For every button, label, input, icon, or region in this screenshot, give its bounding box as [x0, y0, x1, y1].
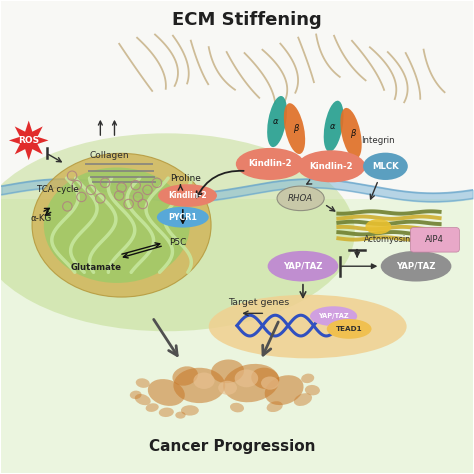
Text: Cancer Progression: Cancer Progression	[149, 439, 316, 454]
Text: RHOA: RHOA	[288, 194, 313, 203]
Ellipse shape	[32, 154, 211, 297]
Polygon shape	[9, 120, 48, 160]
Ellipse shape	[363, 153, 408, 180]
Ellipse shape	[135, 394, 151, 405]
Ellipse shape	[301, 374, 314, 383]
Ellipse shape	[175, 411, 186, 419]
Text: Proline: Proline	[170, 173, 201, 182]
Text: TEAD1: TEAD1	[336, 326, 363, 332]
Ellipse shape	[310, 306, 357, 326]
Polygon shape	[1, 0, 473, 199]
Ellipse shape	[365, 219, 392, 234]
Ellipse shape	[264, 375, 303, 405]
Ellipse shape	[340, 108, 362, 159]
Text: Actomyosin: Actomyosin	[364, 235, 411, 244]
Ellipse shape	[294, 393, 312, 406]
Ellipse shape	[277, 186, 324, 210]
Ellipse shape	[209, 295, 407, 358]
Ellipse shape	[130, 391, 142, 399]
Ellipse shape	[235, 369, 258, 387]
Text: ROS: ROS	[18, 136, 39, 145]
Text: Kindlin-2: Kindlin-2	[248, 159, 292, 168]
Text: Kindlin-2: Kindlin-2	[168, 191, 207, 200]
Ellipse shape	[381, 251, 451, 282]
Ellipse shape	[230, 403, 244, 412]
Text: TCA cycle: TCA cycle	[37, 185, 79, 194]
Text: β: β	[350, 129, 355, 138]
Ellipse shape	[297, 150, 365, 182]
Ellipse shape	[305, 385, 320, 395]
Text: AIP4: AIP4	[425, 235, 445, 244]
Ellipse shape	[267, 96, 287, 147]
Ellipse shape	[236, 148, 304, 180]
Text: Target genes: Target genes	[228, 299, 289, 308]
Text: YAP/TAZ: YAP/TAZ	[396, 262, 436, 271]
Text: MLCK: MLCK	[372, 162, 399, 171]
Ellipse shape	[136, 378, 150, 388]
Polygon shape	[1, 199, 473, 473]
Ellipse shape	[261, 376, 279, 390]
Ellipse shape	[148, 379, 185, 406]
Ellipse shape	[159, 408, 174, 417]
Text: α: α	[329, 122, 335, 131]
Ellipse shape	[268, 251, 338, 282]
Ellipse shape	[218, 381, 237, 395]
Text: YAP/TAZ: YAP/TAZ	[283, 262, 323, 271]
Text: α-KG: α-KG	[31, 214, 52, 223]
Text: Glutamate: Glutamate	[70, 263, 121, 272]
Ellipse shape	[0, 133, 355, 331]
Text: PYCR1: PYCR1	[168, 213, 197, 222]
Ellipse shape	[181, 405, 199, 416]
Text: β: β	[293, 124, 299, 133]
Ellipse shape	[158, 184, 217, 207]
Ellipse shape	[146, 403, 159, 412]
Ellipse shape	[223, 364, 279, 402]
Ellipse shape	[173, 368, 225, 403]
Ellipse shape	[211, 359, 244, 383]
Text: Kindlin-2: Kindlin-2	[310, 162, 353, 171]
Text: ECM Stiffening: ECM Stiffening	[172, 11, 321, 29]
Ellipse shape	[157, 207, 209, 228]
Text: YAP/TAZ: YAP/TAZ	[318, 313, 349, 319]
Ellipse shape	[266, 401, 283, 412]
Ellipse shape	[44, 167, 190, 283]
Text: α: α	[273, 117, 278, 126]
Text: Collagen: Collagen	[90, 152, 129, 161]
Ellipse shape	[327, 319, 372, 339]
Ellipse shape	[173, 366, 198, 386]
Ellipse shape	[324, 100, 344, 152]
FancyBboxPatch shape	[410, 228, 459, 252]
Text: Integrin: Integrin	[362, 136, 395, 145]
Text: P5C: P5C	[169, 238, 187, 247]
Ellipse shape	[193, 373, 215, 389]
Ellipse shape	[284, 103, 305, 154]
Ellipse shape	[251, 368, 279, 389]
